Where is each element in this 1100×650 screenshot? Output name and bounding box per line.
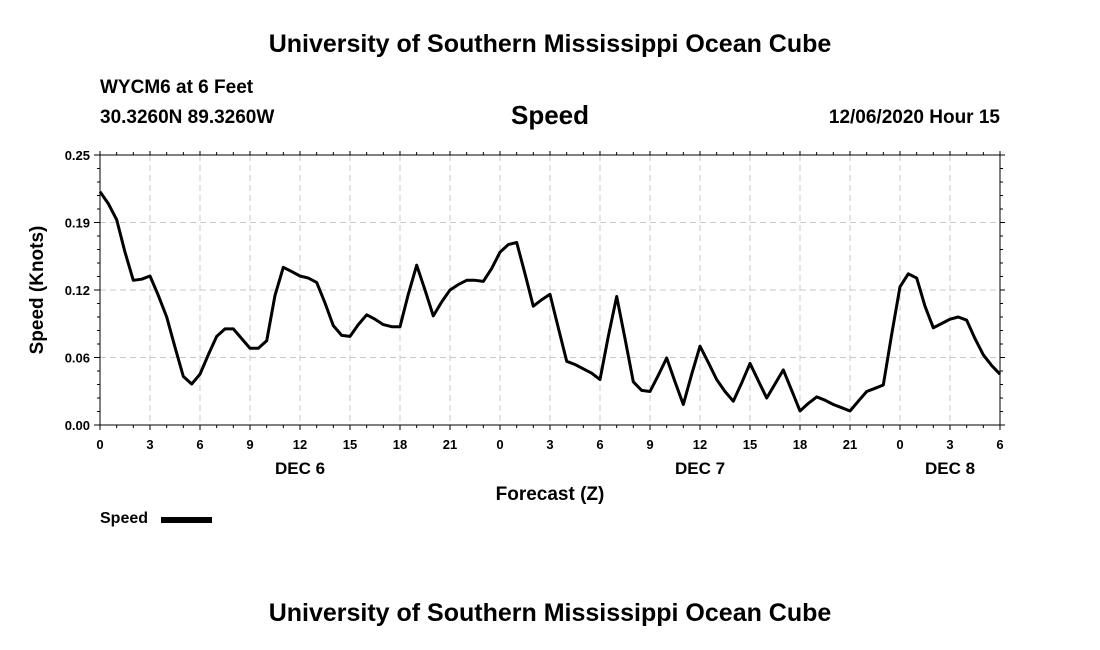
legend-label: Speed [100, 510, 149, 527]
legend-swatch [161, 517, 212, 523]
day-label: DEC 8 [925, 459, 975, 478]
x-tick-label: 21 [843, 437, 857, 452]
x-tick-label: 12 [693, 437, 707, 452]
grid-lines [100, 155, 1000, 425]
axis-labels: 0 3 6 9 12 15 18 21 0 3 6 9 12 15 18 21 0 3 6 DEC 6 DEC 7 DEC… [65, 148, 1004, 478]
x-axis-title: Forecast (Z) [496, 484, 605, 505]
forecast-datetime: 12/06/2020 Hour 15 [828, 107, 1000, 128]
x-tick-label: 6 [996, 437, 1003, 452]
x-tick-label: 3 [946, 437, 953, 452]
x-tick-label: 18 [393, 437, 407, 452]
page-title: University of Southern Mississippi Ocean… [268, 30, 832, 58]
plot-frame [99, 154, 1001, 426]
day-label: DEC 6 [275, 459, 325, 478]
footer-title: University of Southern Mississippi Ocean… [268, 599, 832, 627]
x-tick-label: 15 [343, 437, 357, 452]
x-tick-label: 15 [743, 437, 757, 452]
series-layer [98, 190, 1002, 413]
y-tick-label: 0.19 [65, 216, 90, 231]
x-tick-label: 9 [646, 437, 653, 452]
y-axis-title: Speed (Knots) [27, 226, 48, 355]
y-tick-label: 0.06 [65, 351, 90, 366]
y-tick-label: 0.12 [65, 283, 90, 298]
coordinates-label: 30.3260N 89.3260W [100, 107, 275, 128]
x-tick-label: 0 [496, 437, 503, 452]
day-label: DEC 7 [675, 459, 725, 478]
x-tick-label: 6 [196, 437, 203, 452]
x-tick-label: 9 [246, 437, 253, 452]
chart-title: Speed [510, 100, 590, 130]
y-tick-label: 0.00 [65, 418, 90, 433]
x-tick-label: 0 [896, 437, 903, 452]
series-line-speed [98, 190, 1002, 413]
x-tick-label: 18 [793, 437, 807, 452]
y-tick-label: 0.25 [65, 148, 90, 163]
station-label: WYCM6 at 6 Feet [100, 77, 254, 98]
x-tick-label: 0 [96, 437, 103, 452]
x-tick-label: 6 [596, 437, 603, 452]
x-tick-label: 3 [546, 437, 553, 452]
x-tick-label: 12 [293, 437, 307, 452]
x-tick-label: 3 [146, 437, 153, 452]
x-tick-label: 21 [443, 437, 457, 452]
